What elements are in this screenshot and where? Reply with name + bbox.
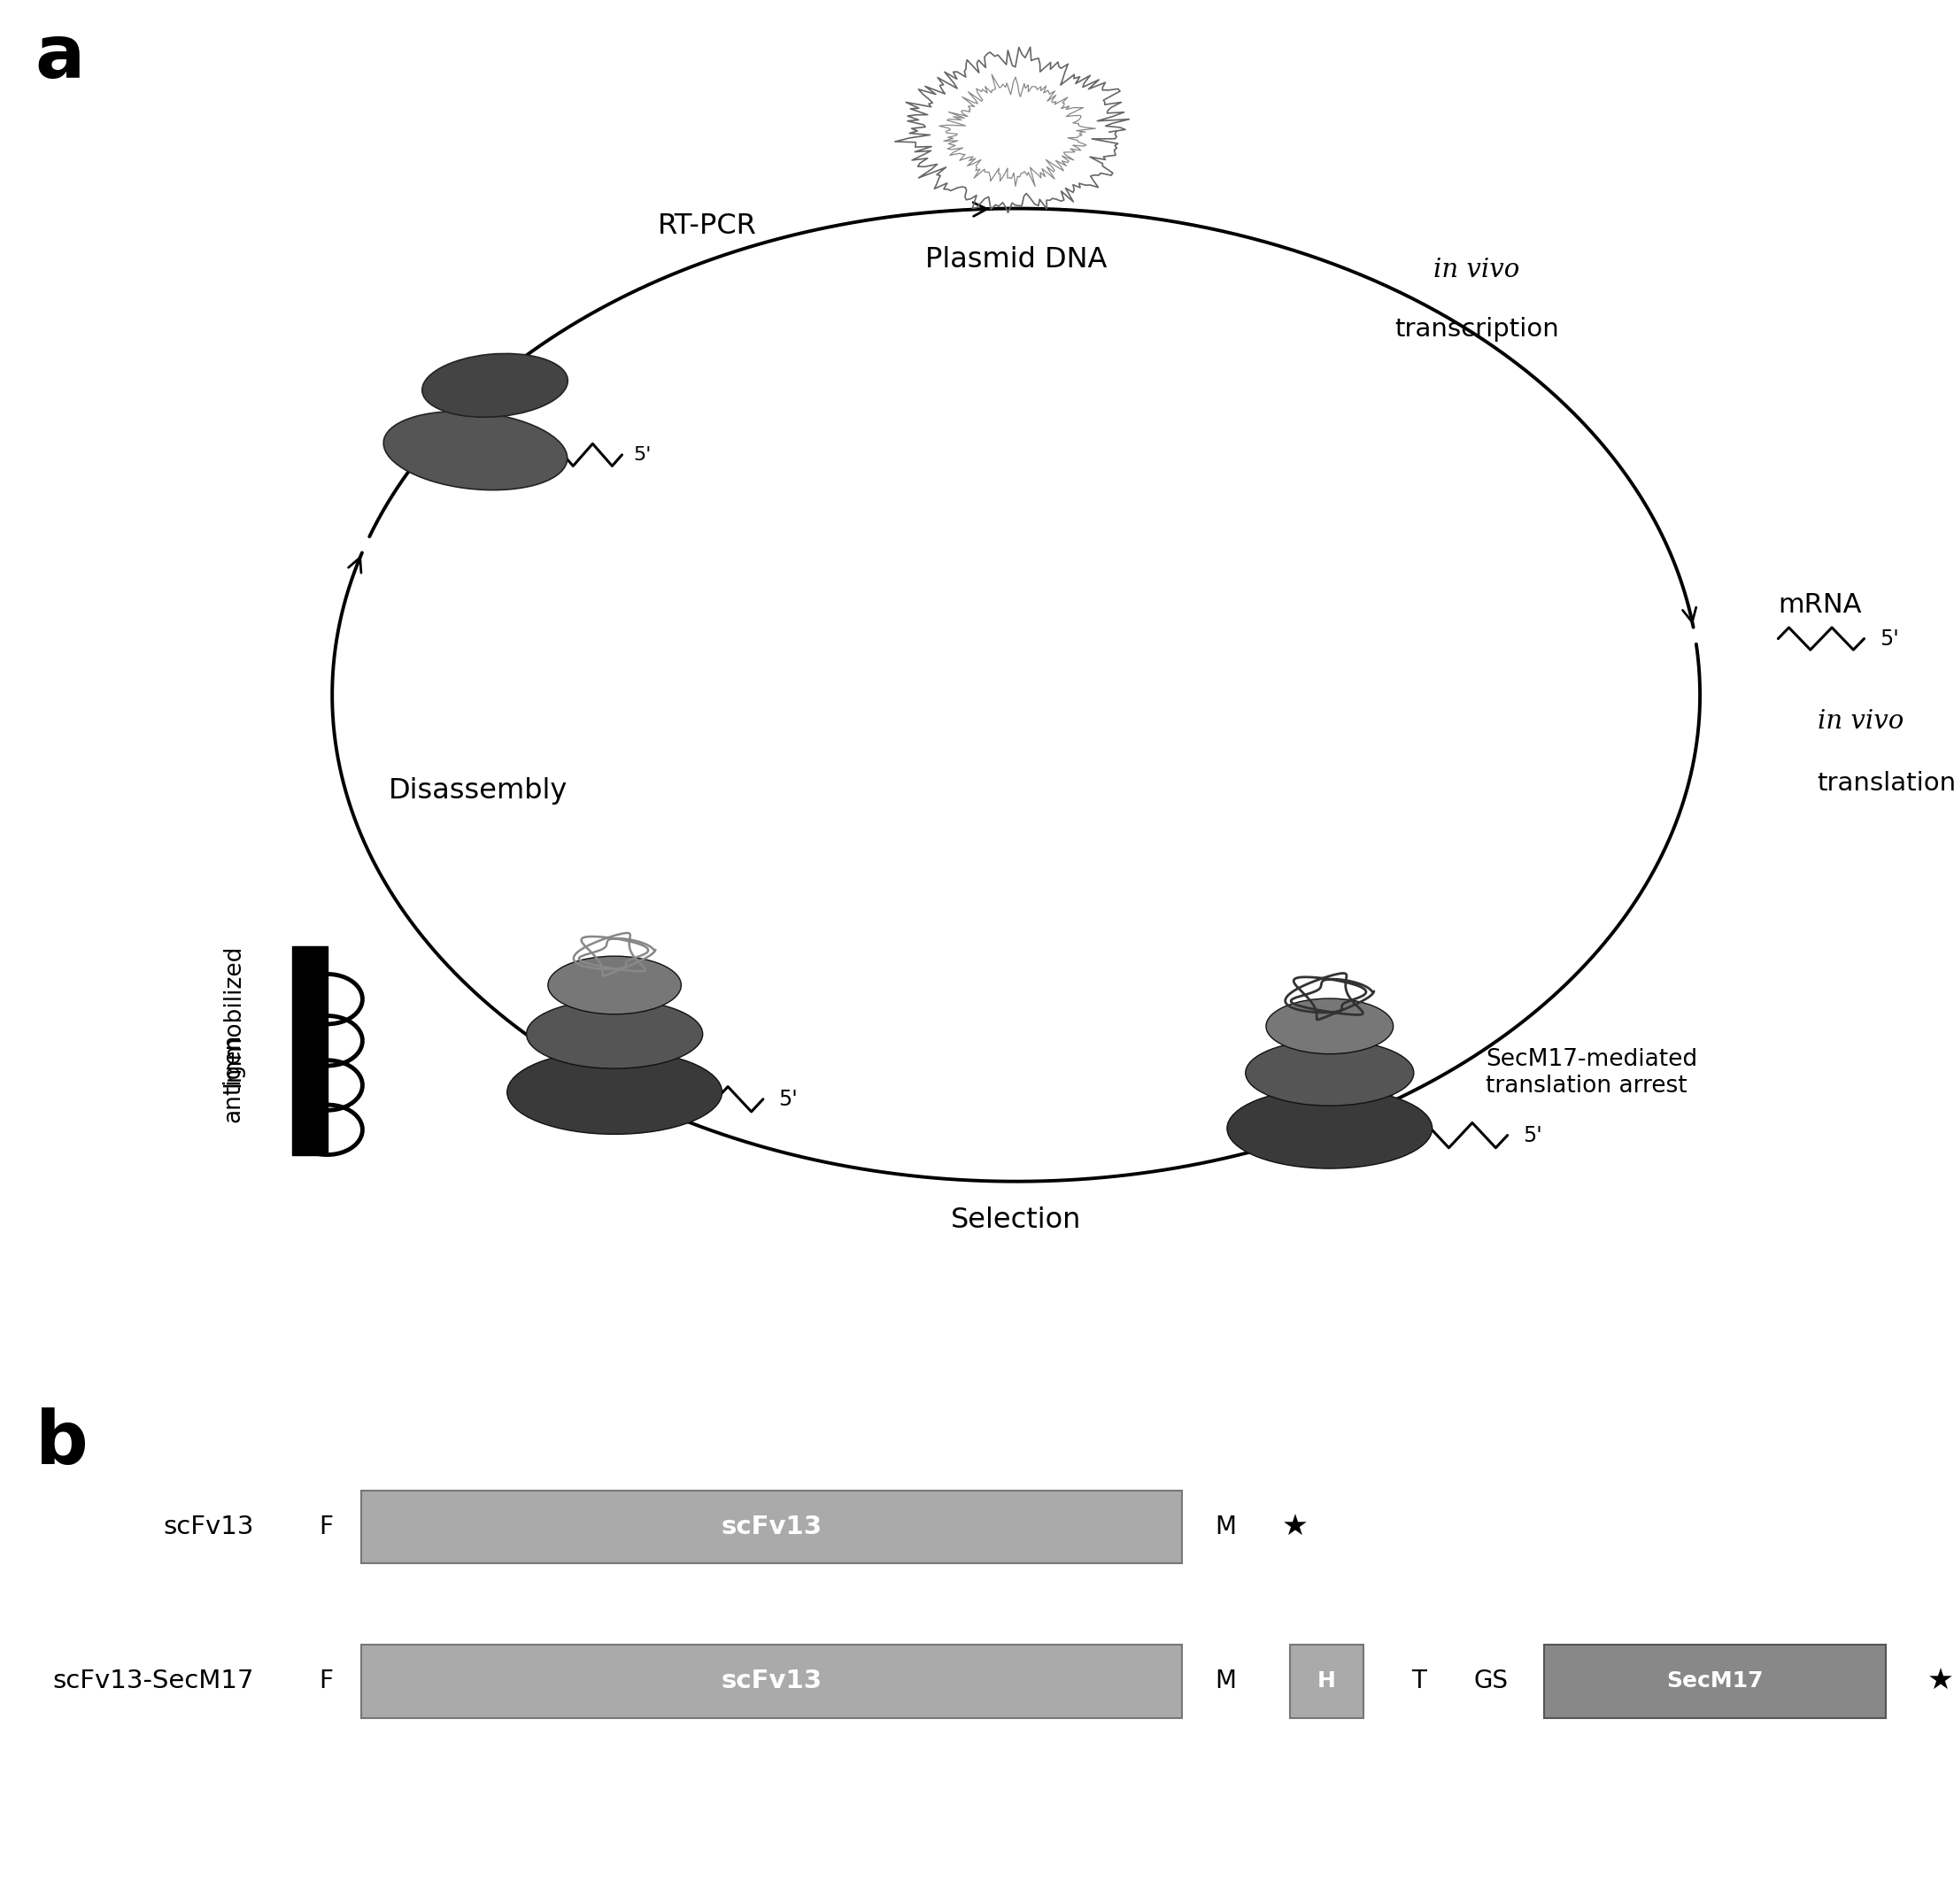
Text: H: H — [1317, 1670, 1337, 1693]
Text: 5': 5' — [1880, 628, 1899, 649]
Text: T: T — [1411, 1668, 1426, 1695]
Text: Selection: Selection — [952, 1207, 1081, 1234]
Text: in vivo: in vivo — [1817, 708, 1903, 733]
Text: F: F — [319, 1514, 334, 1540]
FancyBboxPatch shape — [361, 1491, 1182, 1563]
Text: antigen: antigen — [223, 1034, 244, 1123]
Bar — [293, 946, 328, 1154]
Text: scFv13-SecM17: scFv13-SecM17 — [53, 1668, 254, 1695]
Text: F: F — [319, 1668, 334, 1695]
Text: 5': 5' — [1522, 1125, 1542, 1146]
Text: translation: translation — [1817, 771, 1954, 796]
Text: scFv13: scFv13 — [721, 1514, 823, 1540]
Text: in vivo: in vivo — [1434, 257, 1520, 282]
Text: Immobilized: Immobilized — [223, 944, 244, 1087]
Text: GS: GS — [1473, 1668, 1508, 1695]
Text: RT-PCR: RT-PCR — [658, 213, 756, 240]
Text: Disassembly: Disassembly — [389, 777, 569, 803]
Text: M: M — [1215, 1514, 1235, 1540]
Ellipse shape — [422, 354, 569, 417]
Ellipse shape — [383, 411, 567, 489]
Text: b: b — [35, 1407, 88, 1479]
Text: SecM17-mediated
translation arrest: SecM17-mediated translation arrest — [1485, 1047, 1698, 1097]
FancyBboxPatch shape — [1290, 1645, 1364, 1717]
Text: scFv13: scFv13 — [721, 1668, 823, 1695]
Text: Plasmid DNA: Plasmid DNA — [924, 246, 1108, 274]
Text: ★: ★ — [1282, 1512, 1309, 1542]
Text: transcription: transcription — [1395, 318, 1559, 343]
Text: 5': 5' — [633, 446, 653, 465]
Ellipse shape — [1245, 1040, 1415, 1106]
Ellipse shape — [508, 1051, 723, 1135]
Ellipse shape — [547, 956, 682, 1015]
Text: SecM17: SecM17 — [1667, 1670, 1763, 1693]
Ellipse shape — [1266, 998, 1393, 1055]
Text: 5': 5' — [780, 1089, 797, 1110]
FancyBboxPatch shape — [1544, 1645, 1886, 1717]
FancyBboxPatch shape — [361, 1645, 1182, 1717]
Ellipse shape — [1227, 1089, 1432, 1169]
Ellipse shape — [526, 1000, 703, 1068]
Text: M: M — [1215, 1668, 1235, 1695]
Text: mRNA: mRNA — [1778, 592, 1862, 617]
Text: scFv13: scFv13 — [164, 1514, 254, 1540]
Text: a: a — [35, 21, 84, 93]
Text: ★: ★ — [1927, 1666, 1954, 1696]
